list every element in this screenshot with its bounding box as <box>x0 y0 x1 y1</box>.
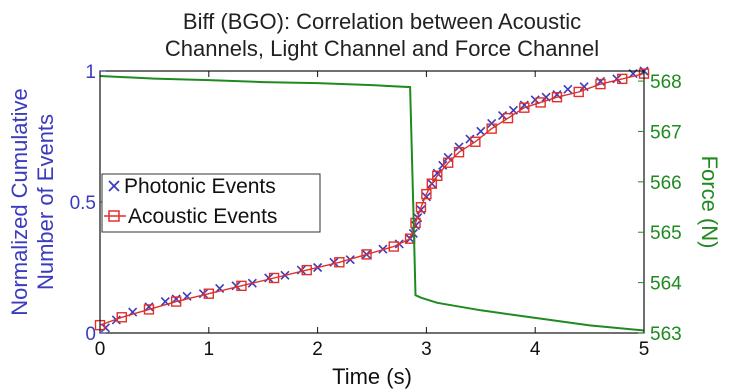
acoustic-point <box>453 147 465 158</box>
x-tick-label: 3 <box>421 339 432 360</box>
x-tick-label: 5 <box>639 339 650 360</box>
acoustic-point <box>268 272 280 284</box>
acoustic-point <box>116 312 127 323</box>
photonic-point <box>231 281 241 291</box>
acoustic-point <box>410 217 421 229</box>
acoustic-point <box>519 102 530 113</box>
acoustic-point <box>486 123 497 134</box>
acoustic-point <box>236 280 247 292</box>
photonic-point <box>530 95 540 105</box>
photonic-point <box>432 168 442 178</box>
acoustic-point <box>595 78 606 90</box>
photonic-point <box>563 84 573 94</box>
y-right-tick-label: 567 <box>650 122 682 143</box>
acoustic-point <box>203 288 215 299</box>
acoustic-point <box>470 136 481 147</box>
y-right-tick-label: 564 <box>650 274 682 295</box>
acoustic-point <box>617 73 628 85</box>
acoustic-point <box>502 112 514 124</box>
chart-title-line-1: Biff (BGO): Correlation between Acoustic <box>183 9 581 34</box>
legend-acoustic-label: Acoustic Events <box>128 205 277 228</box>
y-left-tick-label: 1 <box>85 62 96 83</box>
legend-photonic-label: Photonic Events <box>124 175 276 198</box>
y-right-tick-label: 563 <box>650 324 682 345</box>
acoustic-point <box>388 241 399 252</box>
x-axis: 0 1 2 3 4 5 <box>95 71 650 360</box>
acoustic-point <box>415 202 427 213</box>
photonic-point <box>100 323 111 333</box>
photonic-point <box>465 134 475 144</box>
acoustic-point <box>535 97 546 108</box>
y-right-tick-label: 568 <box>650 72 682 93</box>
x-tick-label: 4 <box>530 339 541 360</box>
acoustic-point <box>143 304 155 315</box>
photonic-point <box>497 110 508 121</box>
y-right-tick-label: 566 <box>650 173 682 194</box>
y-axis-left-label: Normalized Cumulative Number of Events <box>7 88 58 315</box>
photonic-point <box>476 126 486 136</box>
chart-title: Biff (BGO): Correlation between Acoustic… <box>165 9 599 61</box>
photonic-point <box>438 160 448 170</box>
acoustic-point <box>361 249 372 260</box>
series-line-1 <box>99 72 645 326</box>
acoustic-point <box>573 86 584 98</box>
legend-item-acoustic: Acoustic Events <box>104 205 277 228</box>
acoustic-point <box>170 296 182 307</box>
acoustic-point <box>432 170 443 182</box>
legend-photonic-marker <box>108 180 120 192</box>
acoustic-point <box>421 188 432 200</box>
acoustic-point <box>426 178 438 189</box>
x-tick-label: 1 <box>204 339 215 360</box>
legend: Photonic Events Acoustic Events <box>101 173 321 233</box>
photonic-point <box>519 100 529 110</box>
y-axis-left-label-line-2: Number of Events <box>33 114 58 290</box>
acoustic-point <box>442 157 454 168</box>
x-tick-label: 2 <box>312 339 323 360</box>
plot-area <box>94 66 650 333</box>
chart-title-line-2: Channels, Light Channel and Force Channe… <box>165 36 599 61</box>
y-axis-left: 00.51 <box>70 62 106 345</box>
legend-box <box>101 173 321 233</box>
legend-item-photonic: Photonic Events <box>108 175 276 198</box>
x-axis-label: Time (s) <box>332 364 412 389</box>
y-axis-left-label-line-1: Normalized Cumulative <box>7 88 32 315</box>
y-axis-right: 563 564 565 566 567 568 <box>638 72 682 345</box>
photonic-point <box>416 205 426 215</box>
y-left-tick-label: 0.5 <box>70 193 96 214</box>
acoustic-point <box>301 264 312 276</box>
photonic-point <box>296 265 306 275</box>
photonic-point <box>487 118 497 128</box>
x-tick-label: 0 <box>95 339 106 360</box>
y-axis-right-label: Force (N) <box>697 156 722 249</box>
acoustic-point <box>334 257 345 268</box>
y-left-tick-label: 0 <box>85 324 96 345</box>
y-right-tick-label: 565 <box>650 223 682 244</box>
legend-acoustic-marker <box>108 210 120 222</box>
acoustic-point <box>551 91 563 103</box>
series-line-2 <box>99 75 645 332</box>
